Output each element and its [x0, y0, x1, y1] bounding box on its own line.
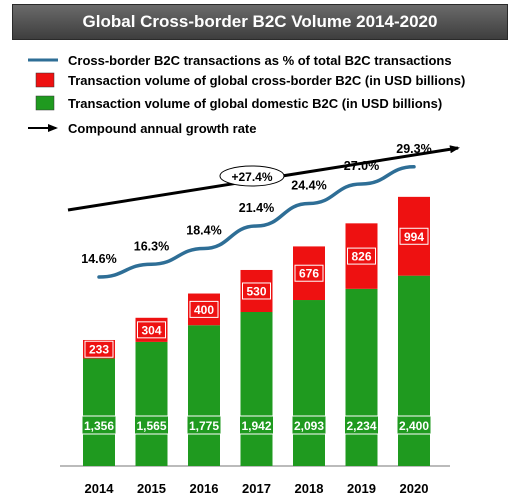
- crossborder-label-box: [294, 264, 324, 282]
- percentage-label: 27.0%: [344, 159, 379, 173]
- percentage-label: 16.3%: [134, 239, 169, 253]
- percentage-label: 24.4%: [291, 179, 326, 193]
- domestic-value-label: 1,942: [241, 419, 271, 433]
- domestic-label-box: [291, 415, 327, 435]
- legend-label-crossborder: Transaction volume of global cross-borde…: [68, 73, 465, 88]
- domestic-value-label: 1,775: [189, 419, 219, 433]
- cagr-ellipse: [219, 165, 285, 187]
- domestic-value-label: 2,093: [294, 419, 324, 433]
- x-tick-label: 2014: [85, 481, 115, 496]
- crossborder-label-box: [399, 227, 429, 245]
- legend: Cross-border B2C transactions as % of to…: [28, 53, 465, 136]
- crossborder-label-box: [137, 321, 166, 339]
- domestic-label-box: [134, 415, 169, 435]
- bar-domestic: [135, 341, 168, 466]
- legend-label-line: Cross-border B2C transactions as % of to…: [68, 53, 452, 68]
- crossborder-value-label: 233: [89, 343, 109, 357]
- bar-domestic: [398, 275, 430, 466]
- x-tick-label: 2019: [347, 481, 376, 496]
- percentage-line: [97, 165, 416, 279]
- domestic-value-label: 2,234: [346, 419, 376, 433]
- percentage-label: 14.6%: [81, 252, 116, 266]
- x-tick-label: 2015: [137, 481, 166, 496]
- x-tick-label: 2020: [400, 481, 429, 496]
- percentage-label: 18.4%: [186, 224, 221, 238]
- bar-domestic: [293, 300, 325, 466]
- crossborder-value-label: 994: [404, 230, 424, 244]
- domestic-label-box: [396, 415, 432, 435]
- x-tick-label: 2018: [295, 481, 324, 496]
- legend-label-domestic: Transaction volume of global domestic B2…: [68, 96, 442, 111]
- domestic-value-label: 1,356: [84, 419, 114, 433]
- chart-title: Global Cross-border B2C Volume 2014-2020: [82, 12, 438, 31]
- domestic-label-box: [239, 415, 274, 435]
- crossborder-label-box: [84, 340, 114, 358]
- crossborder-value-label: 826: [351, 250, 371, 264]
- crossborder-value-label: 400: [194, 303, 214, 317]
- x-tick-label: 2016: [190, 481, 219, 496]
- domestic-label-box: [81, 415, 117, 435]
- legend-label-cagr: Compound annual growth rate: [68, 121, 257, 136]
- crossborder-label-box: [347, 247, 376, 265]
- bar-domestic: [83, 358, 115, 466]
- bar-domestic: [345, 288, 378, 466]
- percentage-label: 29.3%: [396, 142, 431, 156]
- crossborder-value-label: 530: [246, 284, 266, 298]
- x-tick-label: 2017: [242, 481, 271, 496]
- title-bar: Global Cross-border B2C Volume 2014-2020: [12, 4, 508, 40]
- crossborder-value-label: 676: [299, 267, 319, 281]
- domestic-value-label: 1,565: [136, 419, 166, 433]
- percentage-label: 21.4%: [239, 201, 274, 215]
- legend-green-swatch: [35, 95, 55, 111]
- crossborder-label-box: [242, 282, 271, 300]
- domestic-label-box: [344, 415, 379, 435]
- domestic-value-label: 2,400: [399, 419, 429, 433]
- domestic-label-box: [186, 415, 222, 435]
- crossborder-label-box: [189, 300, 219, 318]
- bar-domestic: [188, 325, 220, 466]
- cagr-label: +27.4%: [231, 170, 272, 184]
- bar-domestic: [240, 311, 273, 466]
- crossborder-value-label: 304: [141, 323, 161, 337]
- legend-red-swatch: [35, 72, 55, 88]
